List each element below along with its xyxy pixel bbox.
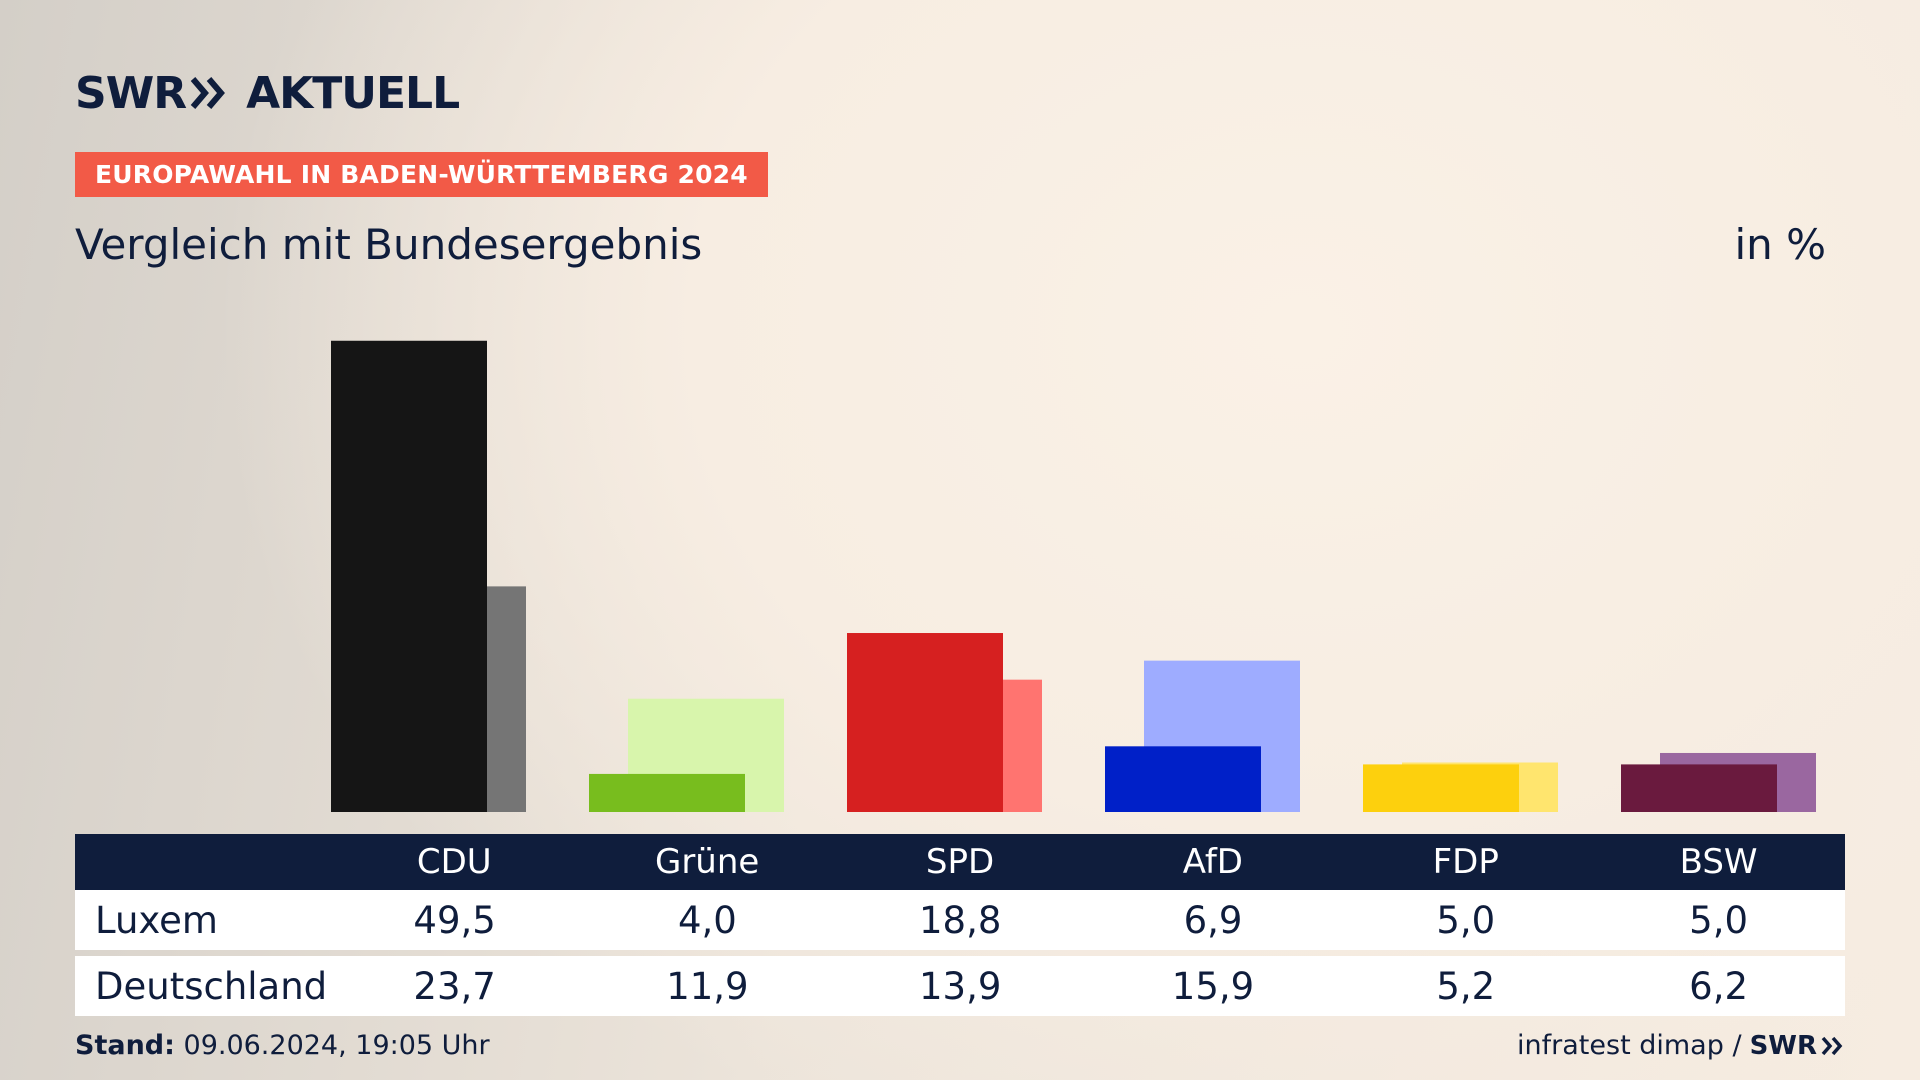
swr-aktuell-logo: SWR AKTUELL xyxy=(75,67,460,119)
source-text: infratest dimap / xyxy=(1517,1030,1742,1061)
table-cell: 49,5 xyxy=(413,898,496,942)
double-chevron-right-icon xyxy=(1821,1036,1843,1055)
row-label: Deutschland xyxy=(95,964,328,1008)
table-cell: 11,9 xyxy=(666,964,749,1008)
table-cell: 6,9 xyxy=(1183,898,1243,942)
table-header-cell: CDU xyxy=(416,842,492,882)
table-cell: 18,8 xyxy=(919,898,1002,942)
table-cell: 13,9 xyxy=(919,964,1002,1008)
table-cell: 15,9 xyxy=(1171,964,1255,1008)
table-cell: 6,2 xyxy=(1689,964,1748,1008)
table-cell: 4,0 xyxy=(677,898,737,942)
table-row: Luxem 49,5 4,0 18,8 6,9 5,0 5,0 xyxy=(75,890,1845,950)
table-header-cell: Grüne xyxy=(654,842,760,882)
election-badge: EUROPAWAHL IN BADEN-WÜRTTEMBERG 2024 xyxy=(75,152,768,197)
row-label: Luxem xyxy=(95,898,218,942)
table-header-cell: BSW xyxy=(1679,842,1758,882)
timestamp: Stand: 09.06.2024, 19:05 Uhr xyxy=(75,1030,490,1061)
bar-luxem-spd xyxy=(847,633,1003,812)
table-cell: 5,0 xyxy=(1436,898,1496,942)
table-header-cell: AfD xyxy=(1182,842,1243,882)
bar-luxem-cdu xyxy=(331,340,487,812)
table-header-cell: FDP xyxy=(1432,842,1499,882)
swr-mini-brand: SWR xyxy=(1749,1030,1817,1061)
logo-word: AKTUELL xyxy=(246,67,460,119)
stand-label: Stand: xyxy=(75,1030,175,1061)
results-table: CDU Grüne SPD AfD FDP BSW Luxem 49,5 4,0… xyxy=(75,834,1845,1016)
logo-brand: SWR xyxy=(75,67,187,119)
table-cell: 5,2 xyxy=(1436,964,1496,1008)
stand-value: 09.06.2024, 19:05 Uhr xyxy=(183,1030,490,1061)
source-credit: infratest dimap / SWR xyxy=(1517,1030,1845,1061)
bar-luxem-fdp xyxy=(1363,764,1519,812)
bar-chart xyxy=(331,340,1816,812)
bar-luxem-bsw xyxy=(1621,764,1777,812)
table-header-cell: SPD xyxy=(925,842,995,882)
swr-mini-logo: SWR xyxy=(1750,1031,1845,1061)
unit-label: in % xyxy=(1734,220,1826,269)
bar-luxem-afd xyxy=(1105,746,1261,812)
bar-luxem-grüne xyxy=(589,773,745,812)
table-row: Deutschland 23,7 11,9 13,9 15,9 5,2 6,2 xyxy=(75,956,1845,1016)
table-header-row: CDU Grüne SPD AfD FDP BSW xyxy=(75,834,1845,890)
table-cell: 23,7 xyxy=(413,964,496,1008)
chart-subtitle: Vergleich mit Bundesergebnis xyxy=(75,220,703,269)
double-chevron-right-icon xyxy=(190,76,228,110)
table-cell: 5,0 xyxy=(1689,898,1748,942)
